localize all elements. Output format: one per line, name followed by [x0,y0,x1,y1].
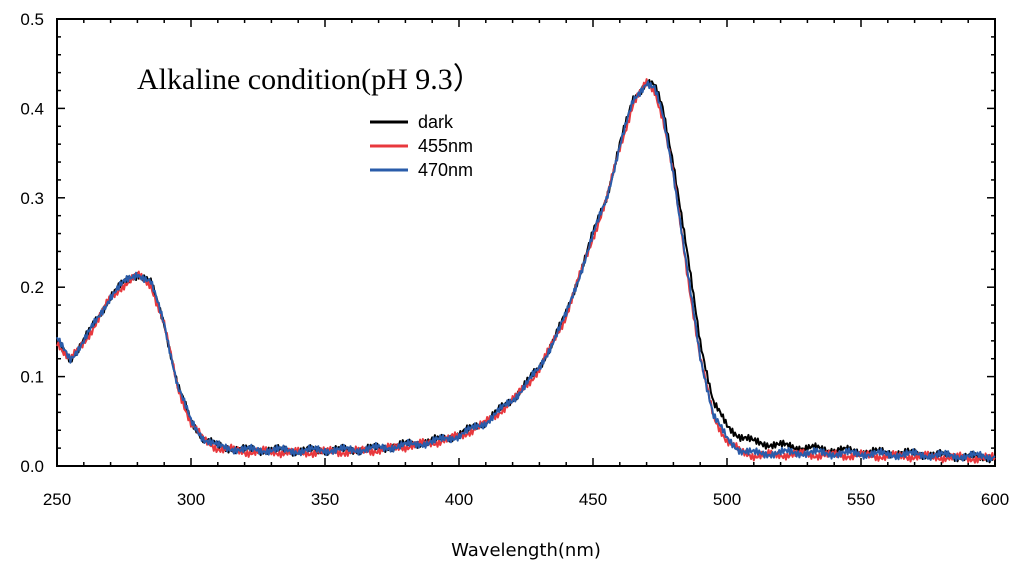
y-tick-label: 0.3 [20,189,44,208]
x-tick-label: 450 [579,490,607,509]
plot-frame [56,18,996,467]
series-lines [56,78,996,464]
y-tick-label: 0.5 [20,10,44,29]
x-tick-label: 400 [445,490,473,509]
legend-label-470nm: 470nm [418,160,473,180]
y-tick-label: 0.1 [20,368,44,387]
series-line-455nm [56,78,996,464]
x-tick-label: 500 [713,490,741,509]
x-tick-label: 600 [981,490,1009,509]
x-tick-label: 350 [311,490,339,509]
x-axis-title: Wavelength(nm) [451,540,601,561]
y-axis-ticks: 0.0 0.1 0.2 0.3 0.4 0.5 [20,10,995,476]
legend-label-455nm: 455nm [418,136,473,156]
x-tick-label: 250 [43,490,71,509]
x-tick-label: 550 [847,490,875,509]
legend: dark 455nm 470nm [370,112,473,180]
y-tick-label: 0.4 [20,99,44,118]
legend-label-dark: dark [418,112,454,132]
x-axis-ticks: 250 300 350 400 450 500 550 600 [43,19,1009,509]
series-line-470nm [56,80,996,463]
x-tick-label: 300 [177,490,205,509]
y-tick-label: 0.0 [20,457,44,476]
series-line-dark [56,78,996,464]
chart-title: Alkaline condition(pH 9.3） [137,63,483,96]
y-tick-label: 0.2 [20,278,44,297]
